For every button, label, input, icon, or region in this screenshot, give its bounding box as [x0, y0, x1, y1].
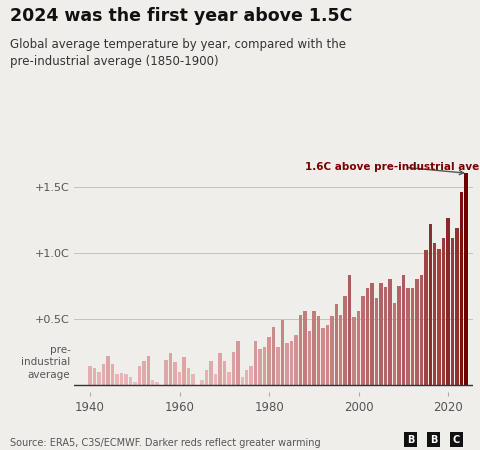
Bar	[258, 349, 262, 385]
Bar	[142, 361, 145, 385]
Bar	[375, 297, 378, 385]
Bar	[294, 335, 298, 385]
Bar	[384, 287, 387, 385]
Bar	[352, 317, 356, 385]
Bar	[433, 243, 436, 385]
Bar	[178, 372, 181, 385]
Bar	[97, 372, 101, 385]
Bar	[124, 374, 128, 385]
Bar	[451, 238, 455, 385]
Bar	[106, 356, 110, 385]
Bar	[312, 311, 316, 385]
Bar	[357, 311, 360, 385]
Bar	[231, 352, 235, 385]
Bar	[281, 320, 284, 385]
Bar	[317, 316, 320, 385]
Bar	[169, 353, 172, 385]
Bar	[187, 368, 190, 385]
Bar	[420, 275, 423, 385]
Bar	[267, 338, 271, 385]
Bar	[285, 342, 289, 385]
Bar	[321, 328, 324, 385]
Bar	[250, 366, 253, 385]
Bar	[446, 218, 450, 385]
Bar	[133, 382, 137, 385]
Text: 1.6C above pre-industrial average: 1.6C above pre-industrial average	[305, 162, 480, 175]
Bar	[146, 356, 150, 385]
Bar	[156, 382, 159, 385]
Bar	[366, 288, 369, 385]
Bar	[437, 249, 441, 385]
Bar	[165, 360, 168, 385]
Bar	[214, 374, 217, 385]
Bar	[456, 228, 459, 385]
Bar	[263, 346, 266, 385]
Text: Source: ERA5, C3S/ECMWF. Darker reds reflect greater warming: Source: ERA5, C3S/ECMWF. Darker reds ref…	[10, 438, 320, 448]
Bar	[330, 316, 334, 385]
Bar	[102, 364, 105, 385]
Bar	[308, 331, 311, 385]
Bar	[344, 296, 347, 385]
Text: pre-
industrial
average: pre- industrial average	[21, 345, 71, 380]
Bar	[424, 250, 428, 385]
Bar	[236, 341, 240, 385]
Text: B: B	[407, 435, 414, 445]
Bar	[200, 380, 204, 385]
Bar	[245, 370, 249, 385]
Bar	[191, 374, 195, 385]
Bar	[397, 286, 401, 385]
Bar	[272, 327, 276, 385]
Bar	[335, 304, 338, 385]
Bar	[325, 325, 329, 385]
Bar	[218, 353, 222, 385]
Bar	[182, 357, 186, 385]
Bar	[464, 173, 468, 385]
Bar	[442, 238, 445, 385]
Text: C: C	[453, 435, 460, 445]
Text: 2024 was the first year above 1.5C: 2024 was the first year above 1.5C	[10, 7, 352, 25]
Bar	[429, 224, 432, 385]
Bar	[129, 377, 132, 385]
Bar	[111, 364, 114, 385]
Bar	[204, 370, 208, 385]
Bar	[402, 275, 405, 385]
Bar	[299, 315, 302, 385]
Bar	[290, 341, 293, 385]
Bar	[303, 311, 307, 385]
Bar	[415, 279, 419, 385]
Bar	[209, 361, 213, 385]
Bar	[406, 288, 409, 385]
Bar	[88, 366, 92, 385]
Bar	[120, 373, 123, 385]
Bar	[276, 346, 280, 385]
Bar	[371, 283, 374, 385]
Bar	[410, 288, 414, 385]
Bar	[348, 275, 351, 385]
Bar	[388, 279, 392, 385]
Bar	[379, 283, 383, 385]
Bar	[254, 341, 257, 385]
Bar	[240, 377, 244, 385]
Text: B: B	[430, 435, 437, 445]
Bar	[173, 362, 177, 385]
Bar	[339, 315, 343, 385]
Bar	[227, 372, 230, 385]
Bar	[115, 374, 119, 385]
Bar	[393, 303, 396, 385]
Bar	[460, 192, 463, 385]
Bar	[223, 361, 226, 385]
Bar	[138, 366, 141, 385]
Bar	[361, 296, 365, 385]
Bar	[151, 380, 155, 385]
Bar	[93, 368, 96, 385]
Text: Global average temperature by year, compared with the
pre-industrial average (18: Global average temperature by year, comp…	[10, 38, 346, 68]
